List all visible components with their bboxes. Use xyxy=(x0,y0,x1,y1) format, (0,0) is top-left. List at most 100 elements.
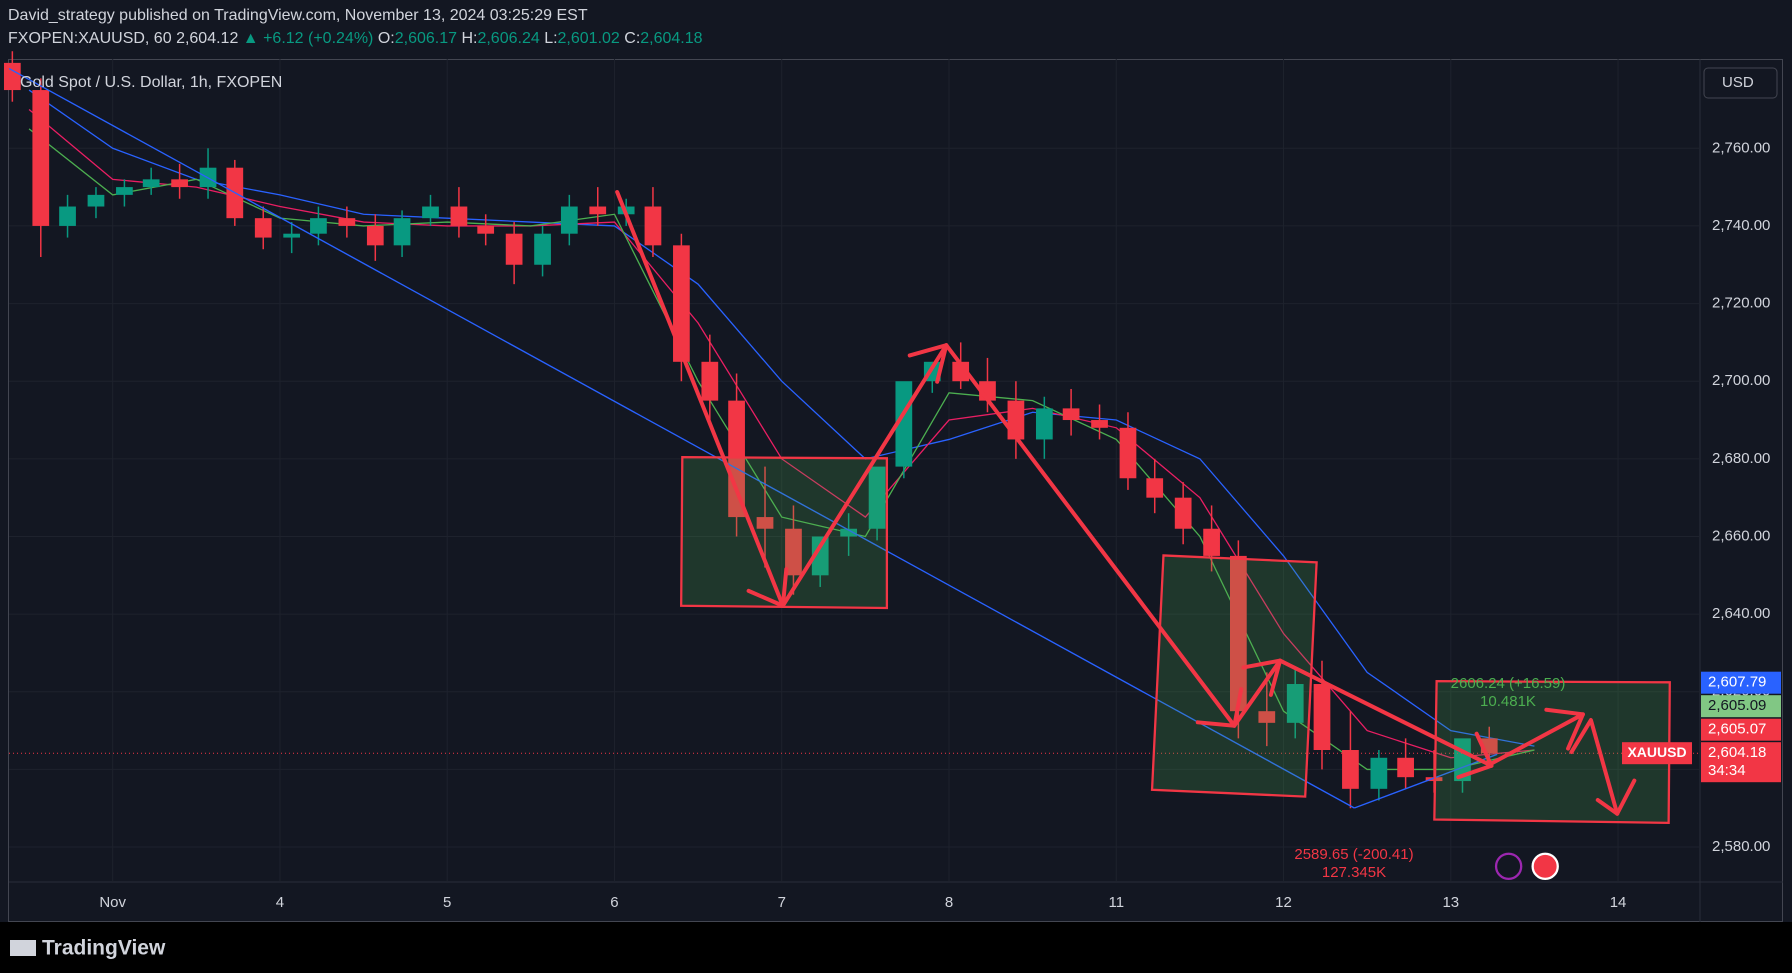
candle-body xyxy=(59,206,76,226)
candle-body xyxy=(1370,757,1388,789)
trend-line xyxy=(8,67,1355,809)
candle-body xyxy=(505,233,523,265)
arrows xyxy=(615,190,1637,816)
x-tick-label: 12 xyxy=(1275,894,1292,911)
moving-average xyxy=(28,89,1535,747)
x-tick-label: 5 xyxy=(443,894,451,911)
candle-body xyxy=(366,225,384,246)
candle-body xyxy=(142,179,160,188)
candle-body xyxy=(116,187,133,195)
symbol-label: XAUUSD xyxy=(1627,744,1686,760)
candle-body xyxy=(756,517,774,529)
annotation: 2589.65 (-200.41) xyxy=(1294,846,1413,863)
y-tick-label: 2,720.00 xyxy=(1712,295,1770,312)
x-tick-label: 6 xyxy=(610,894,618,911)
candle-body xyxy=(560,206,578,234)
candle-body xyxy=(283,233,301,238)
arrow-head xyxy=(1544,707,1585,751)
price-label-box xyxy=(1701,695,1781,718)
ohlc-value: 2,606.17 xyxy=(394,30,457,47)
candle-body xyxy=(1229,555,1247,712)
candle-body xyxy=(310,218,327,234)
candle-body xyxy=(1313,684,1331,751)
candle-body xyxy=(1091,420,1108,428)
candle-body xyxy=(1397,757,1414,778)
annotation: 10.481K xyxy=(1480,693,1536,710)
candle-body xyxy=(32,90,50,226)
arrow-head xyxy=(1241,658,1283,697)
flag-icon[interactable] xyxy=(1531,852,1559,881)
candle-body xyxy=(785,528,802,576)
candle-body xyxy=(701,361,719,401)
publisher-line: David_strategy published on TradingView.… xyxy=(8,7,588,24)
drawings xyxy=(8,67,1671,881)
y-tick-label: 2,580.00 xyxy=(1712,838,1770,855)
currency-button[interactable] xyxy=(1703,67,1778,99)
x-tick-label: 14 xyxy=(1610,894,1627,911)
candle-body xyxy=(1258,711,1276,723)
candle-body xyxy=(1119,427,1137,479)
candle-body xyxy=(1174,497,1192,529)
price-label: 2,604.18 xyxy=(1708,744,1766,761)
candle-body xyxy=(1062,408,1080,421)
last-price: 2,604.12 xyxy=(176,30,239,47)
candle-body xyxy=(393,218,411,246)
change: ▲ +6.12 (+0.24%) xyxy=(242,30,374,47)
y-tick-label: 2,680.00 xyxy=(1712,450,1770,467)
candle-body xyxy=(1007,400,1025,440)
candle-body xyxy=(450,206,468,226)
ohlc-value: 2,606.24 xyxy=(477,30,540,47)
arrow-path xyxy=(615,190,1494,768)
candle-body xyxy=(87,194,105,207)
candle-body xyxy=(1286,684,1304,723)
annotation: 2606.24 (+16.59) xyxy=(1451,675,1566,692)
candle-body xyxy=(3,62,21,91)
y-tick-label: 2,640.00 xyxy=(1712,605,1770,622)
candle-body xyxy=(673,245,690,362)
plot xyxy=(3,51,1700,809)
candle-body xyxy=(254,218,272,238)
candle-body xyxy=(422,206,439,219)
candle-body xyxy=(868,466,886,529)
candle-body xyxy=(534,233,551,265)
footer-bar xyxy=(0,922,1792,973)
chart-frame xyxy=(8,59,1783,922)
candle-body xyxy=(644,206,662,246)
chart-title: Gold Spot / U.S. Dollar, 1h, FXOPEN xyxy=(20,74,282,91)
price-label-box xyxy=(1701,742,1781,783)
x-tick-label: 11 xyxy=(1108,894,1124,911)
y-tick-label: 2,760.00 xyxy=(1712,139,1770,156)
currency[interactable]: USD xyxy=(1722,74,1754,91)
symbol-label-box xyxy=(1622,742,1692,765)
candle-body xyxy=(171,179,188,188)
logo[interactable]: TradingView xyxy=(10,937,166,960)
candle-body xyxy=(1342,750,1359,789)
price-label: 2,605.07 xyxy=(1708,721,1766,738)
price-label: 2,605.09 xyxy=(1708,697,1766,714)
candle-body xyxy=(728,400,745,518)
ohlc-label: L: xyxy=(544,30,558,47)
x-tick-label: 7 xyxy=(778,894,786,911)
ohlc-label: C: xyxy=(624,30,641,47)
candle-body xyxy=(811,536,829,576)
annotation: 127.345K xyxy=(1322,864,1386,881)
price-label-box xyxy=(1701,718,1781,741)
arrow-head xyxy=(907,343,949,384)
y-tick-label: 2,660.00 xyxy=(1712,527,1770,544)
arrow-head xyxy=(746,567,789,608)
logo-mark xyxy=(10,940,36,956)
ohlc-label: H: xyxy=(461,30,478,47)
arrow-head xyxy=(1195,687,1244,728)
zone-box xyxy=(1150,554,1318,798)
event-icon[interactable] xyxy=(1494,852,1523,881)
arrow-path xyxy=(1569,718,1620,816)
grid xyxy=(9,59,1700,882)
candle-body xyxy=(1203,528,1220,556)
candle-body xyxy=(1146,478,1164,498)
candle-body xyxy=(840,528,858,537)
candle-body xyxy=(477,225,495,234)
candle-body xyxy=(338,218,356,226)
y-tick-label: 2,740.00 xyxy=(1712,217,1770,234)
brand: TradingView xyxy=(42,937,166,960)
